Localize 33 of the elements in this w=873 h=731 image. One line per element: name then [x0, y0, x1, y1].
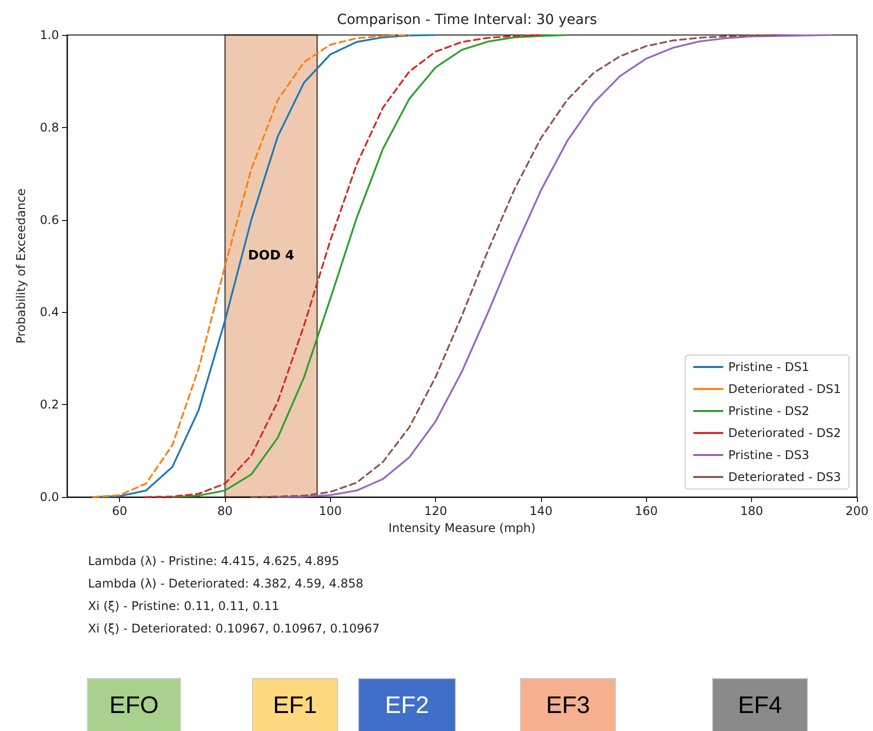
y-tick-label: 0.0 [40, 490, 59, 504]
x-tick-label: 60 [112, 504, 128, 518]
text: Xi (ξ) - Deteriorated: 0.10967, 0.10967, 0.10967 [88, 622, 380, 636]
x-tick-label: 200 [846, 504, 868, 518]
chart-title: Comparison - Time Interval: 30 years [336, 12, 598, 28]
legend-label: Pristine - DS2 [728, 404, 810, 418]
legend-label: Deteriorated - DS3 [728, 470, 841, 484]
text: Xi (ξ) - Pristine: 0.11, 0.11, 0.11 [88, 599, 280, 613]
x-tick-label: 120 [424, 504, 448, 518]
text: EFO [109, 692, 159, 719]
x-tick-label: 140 [530, 504, 552, 518]
x-tick-label: 100 [318, 504, 342, 518]
x-tick-label: 160 [634, 504, 658, 518]
legend-label: Pristine - DS3 [728, 448, 810, 462]
legend-label: Pristine - DS1 [728, 360, 810, 374]
text: EF4 [738, 692, 782, 719]
legend-label: Deteriorated - DS1 [728, 382, 841, 396]
band-label: DOD 4 [248, 248, 294, 264]
y-tick-label: 0.2 [40, 398, 59, 412]
legend-label: Deteriorated - DS2 [728, 426, 841, 440]
y-axis-title: Probability of Exceedance [14, 188, 28, 344]
y-tick-label: 0.6 [40, 212, 59, 227]
text: EF2 [384, 692, 430, 719]
x-tick-label: 80 [217, 504, 233, 518]
y-tick-label: 0.4 [40, 305, 59, 320]
text: EF3 [546, 692, 590, 719]
x-tick-label: 180 [740, 504, 764, 518]
y-tick-label: 1.0 [40, 28, 59, 42]
text: Lambda (λ) - Deteriorated: 4.382, 4.59, 4.858 [88, 576, 364, 590]
text: EF1 [272, 692, 318, 719]
text: Lambda (λ) - Pristine: 4.415, 4.625, 4.895 [88, 554, 340, 568]
x-axis-title: Intensity Measure (mph) [388, 520, 536, 535]
y-tick-label: 0.8 [40, 120, 59, 134]
